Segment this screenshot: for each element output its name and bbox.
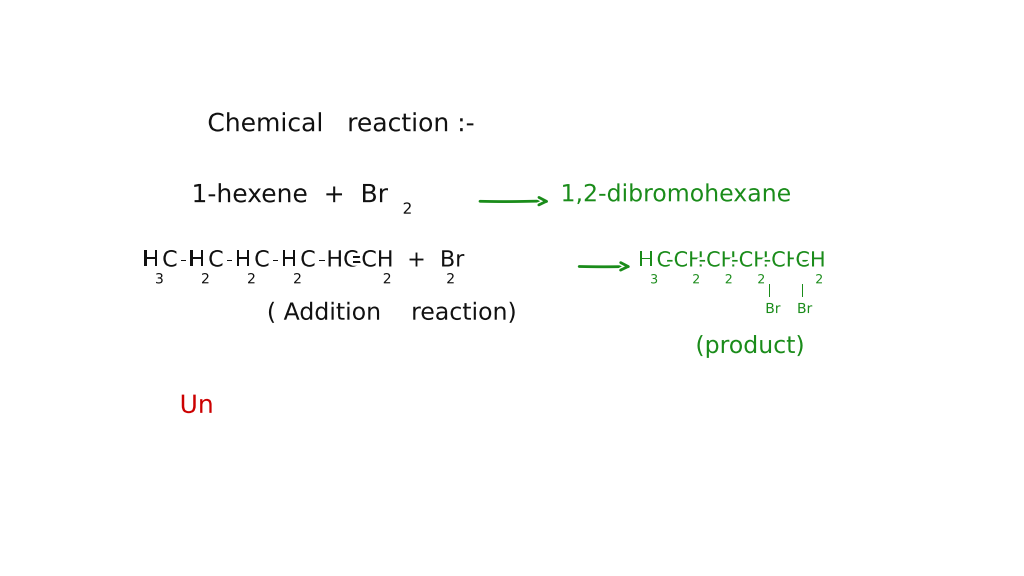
Text: 1,2-dibromohexane: 1,2-dibromohexane [560,182,791,206]
Text: C: C [254,251,269,271]
Text: ( Addition    reaction): ( Addition reaction) [267,301,517,325]
Text: Br: Br [797,302,812,316]
Text: 2: 2 [201,272,210,286]
Text: H: H [234,251,251,271]
Text: -: - [218,251,233,271]
Text: C: C [656,251,671,271]
Text: 2: 2 [247,272,256,286]
Text: 2: 2 [402,202,413,217]
Text: =: = [344,251,377,271]
Text: (product): (product) [695,334,805,358]
Text: -CH: -CH [698,251,736,271]
Text: C: C [208,251,223,271]
Text: -CH-: -CH- [764,251,809,271]
Text: Br: Br [765,302,780,316]
Text: 2: 2 [692,274,700,286]
Text: 3: 3 [650,274,658,286]
Text: |: | [800,284,805,297]
Text: 3: 3 [155,272,164,286]
Text: 2: 2 [293,272,302,286]
Text: Un: Un [179,394,214,418]
Text: H: H [638,251,654,271]
Text: 1-hexene  +  Br: 1-hexene + Br [191,183,388,207]
Text: -: - [310,251,326,271]
Text: 2: 2 [446,272,455,286]
Text: -CH: -CH [666,251,703,271]
Text: CH: CH [796,251,825,271]
Text: H: H [142,251,159,271]
Text: -: - [172,251,187,271]
Text: -: - [264,251,280,271]
Text: C: C [300,251,315,271]
Text: H: H [281,251,297,271]
Text: C: C [162,251,177,271]
Text: H: H [188,251,205,271]
Text: 2: 2 [725,274,732,286]
Text: 2: 2 [758,274,765,286]
Text: Chemical   reaction :-: Chemical reaction :- [207,112,475,136]
Text: 2: 2 [383,272,391,286]
Text: CH: CH [361,251,393,271]
Text: HC: HC [327,251,358,271]
Text: +  Br: + Br [393,251,465,271]
Text: -CH: -CH [731,251,769,271]
Text: |: | [768,284,772,297]
Text: 2: 2 [815,274,823,286]
